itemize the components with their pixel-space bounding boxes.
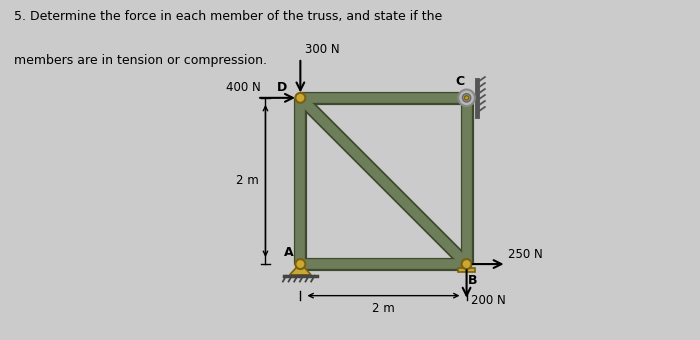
- Text: 250 N: 250 N: [508, 248, 543, 261]
- Circle shape: [463, 94, 470, 102]
- Text: B: B: [468, 274, 477, 287]
- Text: 5. Determine the force in each member of the truss, and state if the: 5. Determine the force in each member of…: [14, 10, 442, 23]
- Circle shape: [461, 259, 472, 269]
- Text: members are in tension or compression.: members are in tension or compression.: [14, 54, 267, 67]
- Text: 200 N: 200 N: [470, 294, 505, 307]
- Text: D: D: [277, 81, 287, 94]
- Circle shape: [295, 259, 305, 269]
- Text: C: C: [456, 75, 465, 88]
- Text: A: A: [284, 246, 293, 259]
- Circle shape: [458, 89, 475, 106]
- Circle shape: [465, 96, 469, 100]
- Text: 300 N: 300 N: [305, 43, 340, 56]
- Circle shape: [295, 93, 305, 103]
- Polygon shape: [290, 263, 312, 275]
- Text: 2 m: 2 m: [372, 302, 395, 315]
- Polygon shape: [458, 268, 475, 272]
- Text: 400 N: 400 N: [225, 81, 260, 94]
- Text: 2 m: 2 m: [236, 174, 259, 187]
